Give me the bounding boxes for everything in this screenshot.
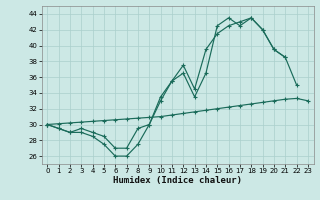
- X-axis label: Humidex (Indice chaleur): Humidex (Indice chaleur): [113, 176, 242, 185]
